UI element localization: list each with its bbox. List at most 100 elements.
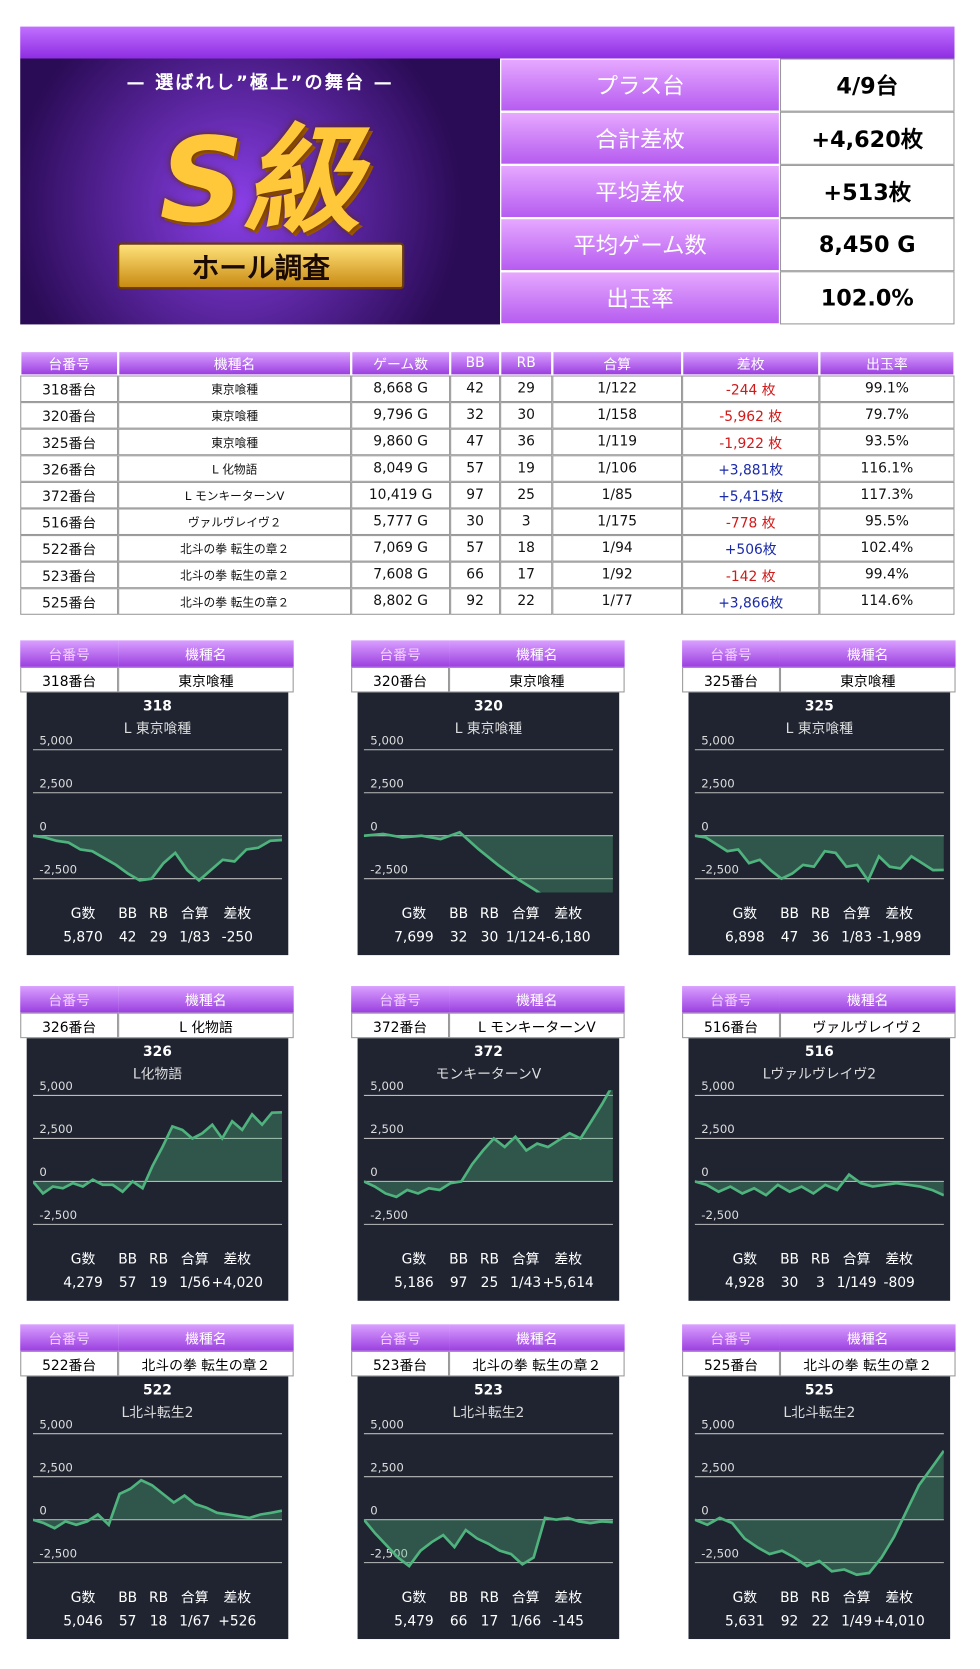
- stat-value: 47: [781, 929, 799, 945]
- panel-chart: 516 Lヴァルヴレイヴ2 5,000 2,500 0 -2,500 G数 4,928 BB 30…: [688, 1038, 951, 1301]
- panel-chart: 325 L 東京喰種 5,000 2,500 0 -2,500 G数 6,898 BB 47 RB 3…: [688, 692, 951, 956]
- chart-background: [357, 692, 620, 956]
- table-cell: 1/119: [552, 428, 683, 456]
- stat-label: 差枚: [554, 906, 582, 922]
- panel-name: L 化物語: [118, 1012, 294, 1039]
- table-cell: 18: [500, 535, 553, 562]
- table-cell: 66: [450, 561, 501, 589]
- stat-value: 25: [481, 1275, 499, 1291]
- table-cell: 57: [450, 455, 501, 482]
- table-cell: +5,415枚: [682, 481, 820, 509]
- table-cell: 318番台: [20, 375, 119, 403]
- y-tick-label: 0: [701, 1503, 708, 1517]
- chart-subtitle: L化物語: [133, 1067, 182, 1083]
- table-cell: 47: [450, 428, 501, 456]
- panel-name: 東京喰種: [118, 666, 294, 693]
- chart-background: [26, 692, 289, 956]
- panel-machine: 325番台: [682, 666, 780, 693]
- summary-value: +513枚: [779, 164, 955, 219]
- panel-chart: 372 モンキーターンV 5,000 2,500 0 -2,500 G数 5,186 BB 97 R…: [357, 1038, 620, 1301]
- stat-label: 合算: [843, 1590, 871, 1606]
- table-cell: 北斗の拳 転生の章２: [118, 561, 352, 589]
- panel-header: 機種名: [118, 986, 294, 1013]
- table-cell: 1/106: [552, 455, 683, 482]
- y-tick-label: -2,500: [370, 862, 408, 876]
- table-header: 合算: [552, 351, 683, 376]
- stat-label: RB: [149, 1590, 168, 1606]
- stat-label: 差枚: [223, 906, 251, 922]
- y-tick-label: -2,500: [701, 1208, 739, 1222]
- stat-value: 1/149: [837, 1275, 877, 1291]
- chart-background: [357, 1376, 620, 1640]
- table-cell: 95.5%: [819, 508, 955, 536]
- stat-value: 1/83: [841, 929, 872, 945]
- table-cell: 320番台: [20, 402, 119, 429]
- table-cell: 8,802 G: [351, 588, 451, 615]
- panel-name: L モンキーターンV: [449, 1012, 625, 1039]
- stat-label: RB: [480, 906, 499, 922]
- stat-label: G数: [402, 1252, 427, 1268]
- stat-label: 合算: [181, 906, 209, 922]
- table-cell: -778 枚: [682, 508, 820, 536]
- table-cell: L 化物語: [118, 455, 352, 482]
- table-cell: 93.5%: [819, 428, 955, 456]
- stat-label: BB: [118, 906, 137, 922]
- stat-value: -809: [883, 1275, 914, 1291]
- table-cell: 1/77: [552, 588, 683, 615]
- y-tick-label: 5,000: [701, 733, 734, 747]
- y-tick-label: 5,000: [370, 1079, 403, 1093]
- line: [363, 1090, 612, 1199]
- stat-value: 32: [450, 929, 468, 945]
- table-cell: 92: [450, 588, 501, 615]
- y-tick-label: -2,500: [701, 862, 739, 876]
- stat-value: 30: [481, 929, 499, 945]
- table-header: 機種名: [118, 351, 352, 376]
- table-cell: 114.6%: [819, 588, 955, 615]
- stat-value: 42: [119, 929, 137, 945]
- table-cell: 30: [500, 402, 553, 429]
- y-tick-label: 0: [39, 1165, 46, 1179]
- stat-label: 差枚: [554, 1590, 582, 1606]
- table-cell: 525番台: [20, 588, 119, 615]
- table-header: 差枚: [682, 351, 820, 376]
- y-tick-label: 0: [701, 819, 708, 833]
- stat-label: 合算: [512, 906, 540, 922]
- panel-chart: 523L北斗転生25,0002,5000-2,500G数5,479BB66RB1…: [357, 1376, 620, 1640]
- table-cell: 523番台: [20, 561, 119, 589]
- line: [694, 834, 944, 884]
- chart-title: 320: [474, 699, 503, 715]
- line: [32, 1110, 282, 1196]
- line: [363, 830, 541, 893]
- summary-label: 合計差枚: [500, 111, 780, 165]
- table-cell: 1/92: [552, 561, 683, 589]
- table-cell: 1/122: [552, 375, 683, 403]
- stat-value: 1/124: [506, 929, 546, 945]
- y-tick-label: -2,500: [39, 862, 77, 876]
- y-tick-label: 2,500: [701, 776, 734, 790]
- stat-value: 1/67: [179, 1613, 210, 1629]
- table-header: 台番号: [20, 351, 119, 376]
- stat-label: 合算: [512, 1590, 540, 1606]
- chart-subtitle: L北斗転生2: [453, 1405, 525, 1421]
- chart-subtitle: モンキーターンV: [436, 1067, 542, 1083]
- y-tick-label: 2,500: [39, 776, 72, 790]
- table-header: 出玉率: [819, 351, 955, 376]
- summary-label: プラス台: [500, 58, 780, 112]
- area: [32, 1480, 282, 1529]
- chart-background: [688, 1038, 951, 1301]
- banner-ribbon: ホール調査: [117, 242, 405, 290]
- table-cell: 1/158: [552, 402, 683, 429]
- table-header: RB: [500, 351, 553, 376]
- table-cell: ヴァルヴレイヴ２: [118, 508, 352, 536]
- panel-machine: 320番台: [351, 666, 450, 693]
- panel-machine: 525番台: [682, 1350, 780, 1377]
- panel-header: 台番号: [351, 1324, 450, 1351]
- y-tick-label: 5,000: [370, 1417, 403, 1431]
- area: [694, 1174, 944, 1196]
- panel-name: 北斗の拳 転生の章２: [449, 1350, 625, 1377]
- panel-header: 機種名: [449, 1324, 625, 1351]
- chart-title: 372: [474, 1044, 503, 1060]
- table-cell: -5,962 枚: [682, 402, 820, 429]
- stat-value: 5,046: [63, 1613, 103, 1629]
- chart-background: [26, 1038, 289, 1301]
